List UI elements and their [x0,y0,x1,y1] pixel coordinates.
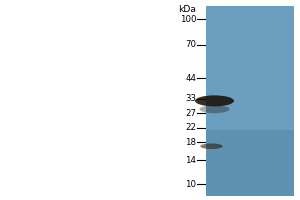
Text: 70: 70 [185,40,196,49]
Text: 10: 10 [185,180,196,189]
Text: kDa: kDa [178,5,196,14]
Text: 100: 100 [180,15,196,24]
Text: 14: 14 [185,156,196,165]
Text: 33: 33 [185,94,196,103]
Text: 44: 44 [185,74,196,83]
Text: 27: 27 [185,109,196,118]
Text: 22: 22 [185,123,196,132]
Text: 18: 18 [185,138,196,147]
